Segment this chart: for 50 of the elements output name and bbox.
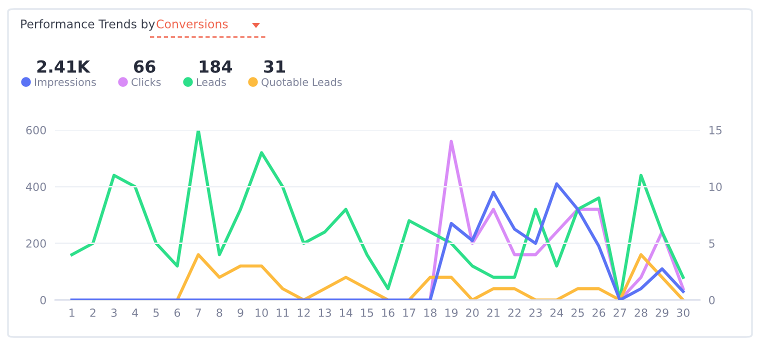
x-tick-label: 21 [487, 308, 500, 317]
x-tick-label: 15 [361, 308, 374, 317]
y2-tick-label: 5 [709, 239, 714, 248]
y2-tick-label: 10 [710, 182, 722, 192]
x-tick-label: 16 [382, 308, 394, 317]
x-tick-label: 14 [340, 308, 352, 317]
x-tick-label: 29 [656, 308, 668, 317]
x-tick-label: 17 [403, 308, 416, 317]
x-tick-label: 9 [238, 308, 244, 317]
x-tick-label: 7 [196, 308, 201, 317]
x-tick-label: 28 [634, 308, 648, 317]
x-tick-label: 30 [676, 308, 690, 317]
legend-label: Quotable Leads [262, 78, 342, 88]
x-tick-label: 23 [529, 308, 542, 317]
text: 31 [264, 60, 286, 73]
x-tick-label: 13 [318, 308, 331, 317]
chart-subtitle: Conversions [156, 19, 228, 28]
line-series [176, 253, 685, 300]
y-tick-label: 200 [26, 239, 46, 248]
x-tick-label: 4 [132, 308, 138, 317]
x-tick-label: 24 [550, 308, 564, 317]
x-tick-label: 6 [174, 308, 180, 317]
x-tick-label: 2 [90, 308, 96, 317]
x-tick-label: 26 [592, 308, 606, 317]
x-tick-label: 20 [466, 308, 479, 317]
x-tick-label: 22 [508, 308, 520, 317]
x-tick-label: 19 [445, 308, 458, 317]
x-tick-label: 10 [256, 308, 268, 317]
text: 184 [200, 60, 232, 73]
legend-label: Impressions [35, 78, 96, 88]
x-tick-label: 8 [216, 308, 222, 317]
y-tick-label: 400 [26, 182, 46, 192]
text: 66 [134, 60, 156, 73]
x-tick-label: 27 [614, 308, 626, 317]
legend-label: Leads [197, 78, 226, 86]
chart-title: Performance Trends by [21, 19, 155, 31]
x-tick-label: 3 [111, 308, 117, 317]
y2-tick-label: 0 [709, 296, 715, 304]
line-series [70, 182, 685, 300]
text: 2.41K [37, 60, 91, 73]
x-tick-label: 1 [70, 308, 74, 317]
x-tick-label: 5 [154, 308, 159, 317]
y-tick-label: 0 [40, 296, 46, 304]
legend-label: Clicks [132, 78, 161, 86]
y2-tick-label: 15 [710, 126, 722, 134]
y-tick-label: 600 [26, 126, 46, 134]
x-tick-label: 18 [424, 308, 437, 317]
x-tick-label: 25 [571, 308, 584, 317]
x-tick-label: 12 [298, 308, 310, 317]
x-tick-label: 11 [276, 308, 289, 317]
